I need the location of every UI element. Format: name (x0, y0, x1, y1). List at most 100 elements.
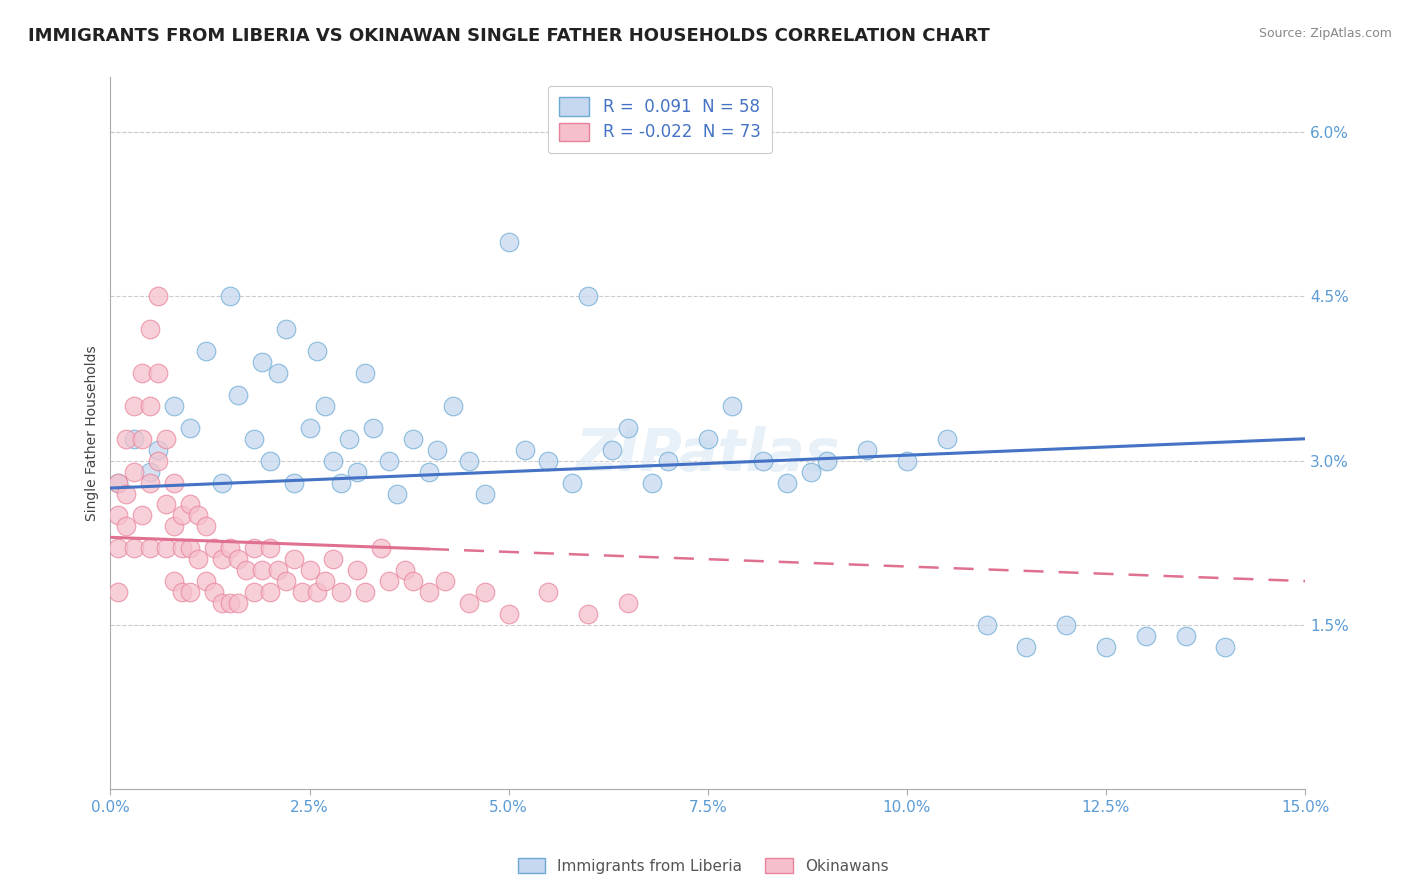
Point (250, 355, 273, 369)
Point (322, 552, 344, 566)
Point (1095, 640, 1118, 654)
Text: Source: ZipAtlas.com: Source: ZipAtlas.com (1258, 27, 1392, 40)
Point (457, 596, 479, 610)
Point (115, 519, 138, 533)
Point (124, 541, 146, 556)
Point (290, 585, 312, 599)
Point (131, 366, 153, 380)
Point (139, 465, 162, 479)
Point (1054, 618, 1077, 632)
Point (107, 475, 129, 490)
Point (172, 585, 194, 599)
Point (314, 399, 336, 413)
Point (242, 585, 264, 599)
Point (179, 421, 201, 435)
Point (474, 585, 496, 599)
Point (298, 421, 321, 435)
Point (402, 432, 425, 446)
Point (139, 399, 162, 413)
Point (266, 563, 288, 577)
Point (337, 432, 360, 446)
Point (242, 541, 264, 556)
Point (720, 399, 742, 413)
Point (537, 453, 560, 467)
Point (115, 432, 138, 446)
Point (250, 563, 273, 577)
Point (163, 399, 186, 413)
Point (537, 585, 560, 599)
Point (139, 322, 162, 336)
Point (298, 563, 321, 577)
Point (107, 585, 129, 599)
Point (202, 541, 225, 556)
Point (474, 486, 496, 500)
Point (283, 552, 305, 566)
Point (148, 453, 170, 467)
Point (172, 508, 194, 523)
Point (346, 465, 368, 479)
Point (378, 453, 401, 467)
Point (148, 366, 170, 380)
Point (139, 541, 162, 556)
Point (641, 475, 664, 490)
Text: ZIPatlas: ZIPatlas (575, 426, 839, 483)
Point (124, 465, 146, 479)
Point (195, 519, 218, 533)
Point (179, 541, 201, 556)
Point (617, 596, 640, 610)
Point (617, 421, 640, 435)
Point (139, 475, 162, 490)
Point (131, 508, 153, 523)
Point (195, 344, 218, 359)
Point (218, 289, 240, 303)
Point (226, 596, 249, 610)
Point (418, 585, 440, 599)
Point (776, 475, 799, 490)
Point (457, 453, 479, 467)
Point (187, 552, 209, 566)
Point (856, 442, 879, 457)
Point (259, 541, 281, 556)
Point (394, 563, 416, 577)
Point (172, 541, 194, 556)
Point (107, 541, 129, 556)
Point (576, 289, 599, 303)
Point (696, 432, 718, 446)
Point (124, 432, 146, 446)
Point (378, 574, 401, 588)
Point (226, 388, 249, 402)
Point (163, 475, 186, 490)
Point (211, 475, 233, 490)
Point (322, 453, 344, 467)
Point (163, 519, 186, 533)
Point (124, 399, 146, 413)
Point (226, 552, 249, 566)
Point (218, 541, 240, 556)
Point (896, 453, 918, 467)
Point (657, 453, 679, 467)
Point (354, 585, 377, 599)
Point (1015, 640, 1038, 654)
Point (561, 475, 583, 490)
Point (354, 366, 377, 380)
Point (266, 366, 288, 380)
Point (330, 585, 353, 599)
Point (179, 498, 201, 512)
Point (330, 475, 353, 490)
Point (1174, 629, 1197, 643)
Point (752, 453, 775, 467)
Point (498, 607, 520, 621)
Point (115, 486, 138, 500)
Point (385, 486, 408, 500)
Point (307, 344, 329, 359)
Point (314, 574, 336, 588)
Point (107, 508, 129, 523)
Point (433, 574, 456, 588)
Point (513, 442, 536, 457)
Point (346, 563, 368, 577)
Point (976, 618, 998, 632)
Point (815, 453, 838, 467)
Point (576, 607, 599, 621)
Point (274, 574, 297, 588)
Point (800, 465, 823, 479)
